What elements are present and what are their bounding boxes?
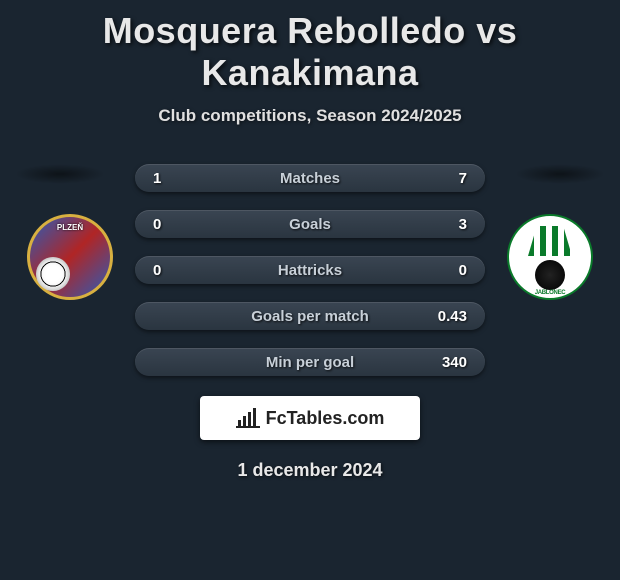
- player-shadow-left: [15, 164, 105, 184]
- jablonec-stripes-icon: [528, 226, 572, 256]
- brand-text: FcTables.com: [266, 408, 385, 429]
- club-logo-jablonec: [507, 214, 593, 300]
- stat-left-value: 1: [153, 170, 161, 187]
- stat-right-value: 0: [459, 262, 467, 279]
- player-shadow-right: [515, 164, 605, 184]
- stat-rows: 1 Matches 7 0 Goals 3 0 Hattricks 0 Goal…: [135, 164, 485, 394]
- stat-right-value: 340: [442, 354, 467, 371]
- stat-right-value: 7: [459, 170, 467, 187]
- stat-right-value: 0.43: [438, 308, 467, 325]
- stat-right-value: 3: [459, 216, 467, 233]
- stat-label: Hattricks: [278, 262, 342, 279]
- stat-left-value: 0: [153, 216, 161, 233]
- jablonec-icon: [507, 214, 593, 300]
- club-logo-plzen: [27, 214, 113, 300]
- bar-chart-icon: [236, 408, 260, 428]
- stat-left-value: 0: [153, 262, 161, 279]
- stat-row-matches: 1 Matches 7: [135, 164, 485, 192]
- stat-label: Matches: [280, 170, 340, 187]
- stat-label: Min per goal: [266, 354, 354, 371]
- stat-row-goals-per-match: Goals per match 0.43: [135, 302, 485, 330]
- date-text: 1 december 2024: [0, 460, 620, 481]
- stat-label: Goals per match: [251, 308, 369, 325]
- subtitle: Club competitions, Season 2024/2025: [0, 106, 620, 126]
- stat-row-goals: 0 Goals 3: [135, 210, 485, 238]
- stat-label: Goals: [289, 216, 331, 233]
- brand-box: FcTables.com: [200, 396, 420, 440]
- page-title: Mosquera Rebolledo vs Kanakimana: [0, 0, 620, 94]
- stats-area: 1 Matches 7 0 Goals 3 0 Hattricks 0 Goal…: [0, 154, 620, 384]
- stat-row-min-per-goal: Min per goal 340: [135, 348, 485, 376]
- plzen-icon: [27, 214, 113, 300]
- stat-row-hattricks: 0 Hattricks 0: [135, 256, 485, 284]
